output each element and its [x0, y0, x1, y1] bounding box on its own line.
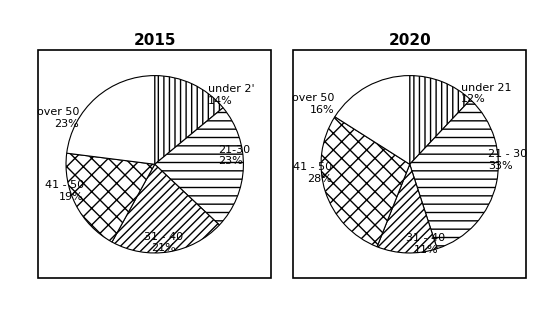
Text: over 50
16%: over 50 16%: [292, 93, 334, 115]
Wedge shape: [66, 153, 155, 242]
Title: 2015: 2015: [134, 33, 176, 48]
Wedge shape: [67, 76, 155, 164]
Text: under 21
12%: under 21 12%: [461, 83, 512, 104]
Text: over 50
23%: over 50 23%: [37, 108, 79, 129]
Wedge shape: [410, 100, 499, 249]
Title: 2020: 2020: [389, 33, 431, 48]
Text: 41 - 50
28%: 41 - 50 28%: [293, 162, 332, 184]
Text: 21 - 30
33%: 21 - 30 33%: [488, 149, 527, 171]
Wedge shape: [321, 117, 410, 247]
Text: 31 - 40
21%: 31 - 40 21%: [144, 232, 183, 253]
Wedge shape: [112, 164, 219, 253]
Text: 21-30
23%: 21-30 23%: [219, 145, 250, 166]
Wedge shape: [377, 164, 437, 253]
Text: 31 - 40
11%: 31 - 40 11%: [406, 233, 446, 255]
Text: 41 - 50
19%: 41 - 50 19%: [44, 180, 84, 202]
Wedge shape: [410, 76, 470, 164]
Wedge shape: [335, 76, 410, 164]
Wedge shape: [155, 108, 243, 225]
Wedge shape: [155, 76, 223, 164]
Text: under 2'
14%: under 2' 14%: [208, 84, 255, 106]
